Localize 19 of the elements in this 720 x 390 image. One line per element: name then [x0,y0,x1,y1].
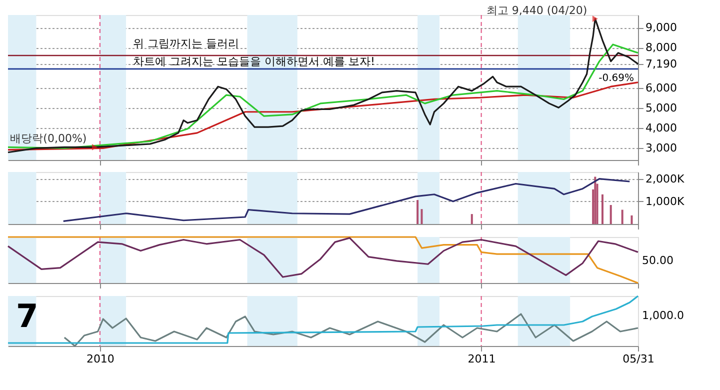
y-tick-label: 7,190 [646,57,677,70]
y-tick-label: 5,000 [646,101,677,114]
y-tick-label: 2,000K [646,172,685,186]
y-tick-label: 6,000 [646,81,677,94]
y-tick-label: 4,000 [646,121,677,134]
x-tick-label: 2011 [468,352,496,366]
y-tick-label: 3,000 [646,141,677,154]
annotation: 위 그림까지는 들러리 차트에 그려지는 모습들을 이해하면서 예를 보자! [133,37,375,68]
annotation: -0.69% [598,73,634,84]
annotation: 7 [16,297,38,335]
text: 50.00 [642,254,674,267]
x-tick-label: 05/31 [622,352,654,366]
annotation: 배당락(0,00%) [10,132,87,146]
y-tick-label: 9,000 [646,21,677,34]
y-tick-label: 8,000 [646,41,677,54]
x-tick-label: 2010 [86,352,114,366]
text: 1,000.0 [642,309,684,322]
y-tick-label: 1,000K [646,194,685,208]
annotation: 최고 9,440 (04/20) [486,4,588,17]
